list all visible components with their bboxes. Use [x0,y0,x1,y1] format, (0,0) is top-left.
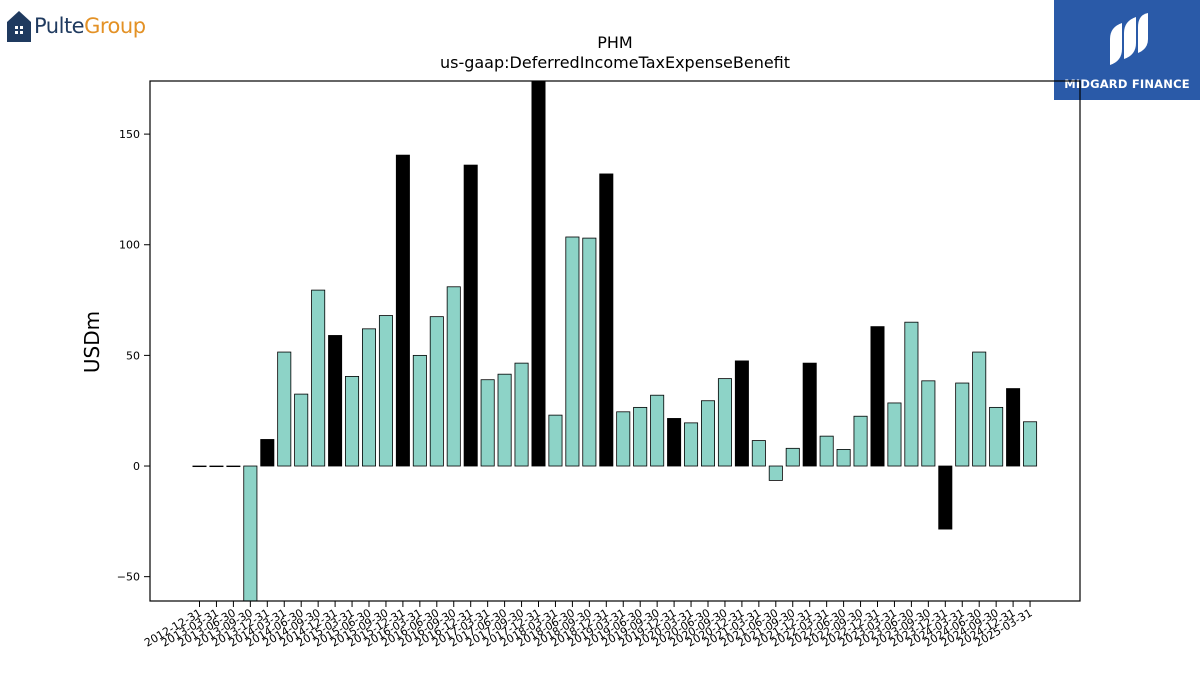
chart-title: PHM [597,33,632,52]
x-axis-ticks: 2012-12-312013-03-312013-06-302013-09-30… [142,601,1035,650]
bar-2017-09-30 [514,362,529,467]
bar-2014-03-31 [277,351,292,467]
bar-2019-06-30 [633,406,648,467]
bar-2024-06-30 [972,351,987,467]
y-axis-label: USDm [80,311,104,373]
bar-2018-09-30 [582,237,597,467]
bar-2015-09-30 [378,315,393,467]
bar-2020-03-31 [684,422,699,467]
bar-2016-06-30 [429,316,444,467]
bar-2025-03-31 [1023,421,1038,467]
bar-2013-09-30 [243,465,258,602]
bar-2015-12-31 [395,154,410,467]
pultegroup-logo: PulteGroup [6,6,156,46]
bar-2017-06-30 [497,373,512,467]
bar-2014-06-30 [294,393,309,467]
bar-2013-03-31 [209,465,224,468]
bar-2012-12-31 [192,465,207,468]
y-axis-ticks: −50 0 50 100 150 [117,128,150,584]
bar-2017-12-31 [531,80,546,467]
midgard-mark-icon [1110,13,1148,65]
bar-2019-12-31 [667,418,682,467]
bars [192,80,1038,602]
bar-2018-06-30 [565,236,580,467]
bar-2014-09-30 [311,289,326,467]
bar-2019-09-30 [650,394,665,467]
bar-2013-06-30 [226,465,241,468]
bar-2021-06-30 [768,465,783,481]
bar-2022-12-31 [870,326,885,467]
bar-2016-09-30 [446,286,461,467]
bar-2013-12-31 [260,439,275,467]
bar-2024-12-31 [1006,388,1021,467]
bar-2016-03-31 [412,354,427,467]
bar-2024-09-30 [989,406,1004,467]
logo-text-pulte: Pulte [34,14,85,38]
bar-2021-09-30 [785,447,800,467]
logo-text-group: Group [84,14,146,38]
midgard-finance-logo: MIDGARD FINANCE [1054,0,1200,100]
bar-2018-12-31 [599,173,614,467]
bar-2020-09-30 [717,378,732,467]
midgard-finance-name: MIDGARD FINANCE [1064,77,1190,91]
y-tick-label: 100 [119,239,140,252]
house-icon [7,11,31,42]
bar-2021-12-31 [802,362,817,467]
bar-2024-03-31 [955,382,970,467]
bar-2022-06-30 [836,449,851,467]
bar-2014-12-31 [328,335,343,467]
bar-2017-03-31 [480,379,495,467]
bar-2023-03-31 [887,402,902,467]
bar-2015-06-30 [361,328,376,467]
bar-2023-06-30 [904,321,919,467]
bar-2021-03-31 [751,440,766,467]
bar-2016-12-31 [463,164,478,467]
bar-2018-03-31 [548,414,563,467]
bar-2022-03-31 [819,435,834,467]
bar-2019-03-31 [616,411,631,467]
y-tick-label: 150 [119,128,140,141]
bar-2015-03-31 [345,375,360,467]
y-tick-label: −50 [117,571,140,584]
y-tick-label: 0 [133,460,140,473]
bar-2020-12-31 [734,360,749,467]
bar-2022-09-30 [853,415,868,467]
bar-2020-06-30 [701,400,716,467]
bar-2023-12-31 [938,465,953,530]
chart-subtitle: us-gaap:DeferredIncomeTaxExpenseBenefit [440,53,790,72]
plot-frame [149,80,1081,602]
bar-2023-09-30 [921,380,936,467]
y-tick-label: 50 [126,349,140,362]
